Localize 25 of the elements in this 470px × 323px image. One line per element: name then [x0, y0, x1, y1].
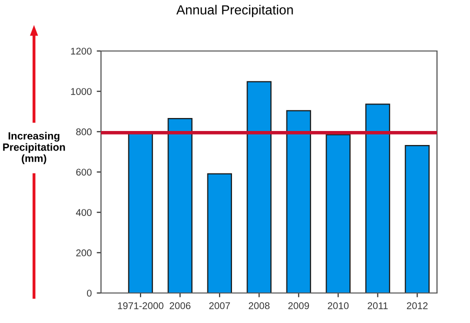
x-tick-label: 1971-2000	[118, 302, 164, 310]
bar	[365, 104, 390, 293]
x-tick-label: 2010	[328, 302, 349, 310]
y-tick-label: 1000	[71, 88, 92, 95]
y-axis-title: Increasing Precipitation (mm)	[3, 132, 65, 164]
bar	[168, 118, 192, 293]
bar	[207, 173, 232, 293]
y-tick-label: 0	[86, 290, 92, 297]
x-tick-label: 2007	[209, 302, 230, 310]
y-tick-label: 600	[76, 168, 92, 176]
x-tick-label: 2011	[368, 302, 388, 310]
x-tick-label: 2008	[248, 302, 270, 310]
y-tick-label: 1200	[71, 48, 92, 55]
x-tick-label: 2012	[406, 302, 428, 310]
x-tick-label: 2006	[170, 302, 190, 310]
y-tick-label: 200	[76, 249, 92, 256]
chart-title: Annual Precipitation	[176, 4, 293, 18]
bar	[404, 145, 430, 293]
y-tick-label: 800	[76, 128, 92, 136]
x-tick-label: 2009	[288, 302, 309, 310]
bar	[128, 132, 153, 293]
y-tick-label: 400	[76, 209, 92, 216]
bar	[246, 81, 272, 293]
bar	[326, 134, 351, 293]
bar	[286, 110, 312, 293]
